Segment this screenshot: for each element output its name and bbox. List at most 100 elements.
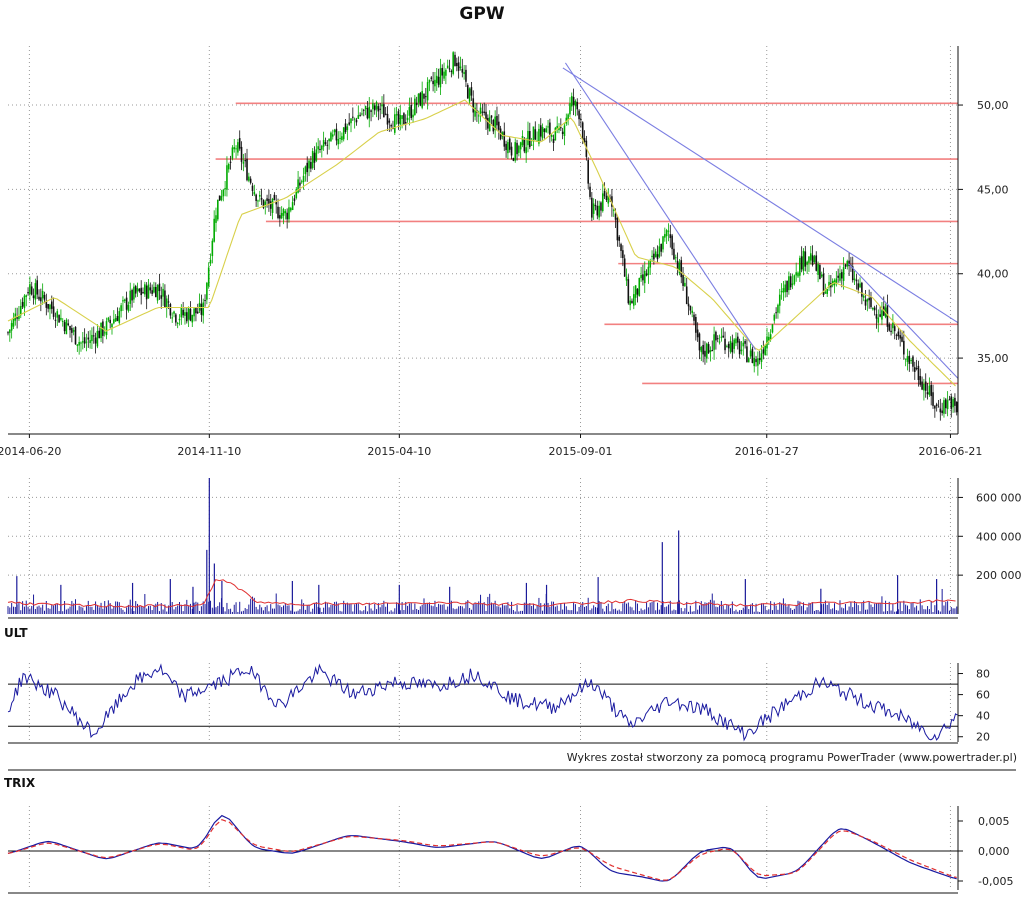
candle	[350, 117, 352, 133]
candle-body	[235, 148, 237, 150]
candle-body	[463, 72, 465, 75]
candle	[344, 118, 347, 134]
candle-body	[534, 129, 537, 140]
candle	[543, 128, 546, 139]
candle	[799, 255, 801, 282]
candle-body	[950, 396, 953, 409]
candle	[895, 333, 898, 340]
candle-body	[607, 194, 610, 204]
candle-body	[136, 287, 139, 292]
candle	[134, 284, 137, 298]
volume-tick-label: 200 000	[976, 569, 1022, 582]
candle	[52, 297, 55, 320]
candle-body	[687, 303, 690, 307]
candle-body	[393, 114, 396, 133]
candle-body	[477, 115, 480, 117]
candle	[186, 307, 188, 324]
candle-body	[726, 346, 728, 348]
candle-body	[819, 265, 821, 280]
candle	[182, 301, 184, 318]
candle-body	[618, 236, 621, 241]
candle	[342, 127, 345, 142]
candle-body	[457, 62, 460, 71]
candle	[144, 281, 146, 297]
candle	[207, 262, 210, 289]
candle	[76, 344, 79, 352]
candle	[490, 115, 493, 125]
candle	[926, 382, 929, 400]
candle	[269, 194, 272, 216]
candle	[935, 402, 938, 412]
candle	[762, 340, 765, 360]
candle	[505, 140, 507, 158]
candle-body	[191, 314, 194, 323]
trix-tick-label: -0,005	[978, 875, 1013, 888]
candle-body	[401, 115, 403, 119]
price-tick-label: 35,00	[977, 352, 1009, 365]
candle-body	[503, 131, 506, 147]
candle-body	[844, 264, 847, 267]
candle	[729, 336, 732, 354]
candle-body	[167, 301, 170, 303]
candle-body	[674, 257, 677, 259]
candle-body	[426, 82, 429, 101]
candle-body	[877, 317, 880, 323]
candle-body	[923, 383, 925, 391]
candle-body	[324, 142, 327, 145]
candle-body	[173, 311, 175, 314]
candle-body	[176, 322, 179, 324]
candle	[948, 395, 951, 401]
candle-body	[118, 311, 121, 323]
candle-body	[603, 191, 606, 197]
candle	[249, 176, 252, 185]
candle-body	[507, 142, 509, 154]
candle-body	[306, 162, 309, 173]
candle-body	[760, 353, 763, 362]
candle	[82, 332, 84, 350]
candle	[9, 329, 11, 342]
candle-body	[917, 365, 920, 381]
candle-body	[218, 195, 221, 201]
candle-body	[487, 117, 489, 129]
candle-body	[450, 70, 453, 73]
candle	[295, 187, 298, 200]
candle-body	[740, 349, 743, 352]
candle-body	[678, 262, 681, 274]
candle	[437, 68, 440, 88]
candle	[773, 313, 776, 324]
candle-body	[333, 129, 336, 133]
candle-body	[494, 116, 496, 131]
candle-body	[479, 107, 482, 115]
candle-body	[248, 176, 250, 181]
candle	[49, 303, 51, 320]
candle	[952, 396, 954, 413]
candle-body	[105, 321, 108, 336]
candle	[483, 102, 485, 116]
candle	[311, 148, 314, 170]
candle-body	[125, 297, 128, 310]
candle	[822, 267, 825, 298]
candle-body	[417, 93, 420, 103]
candle	[388, 118, 391, 132]
candle	[884, 303, 887, 319]
candle-body	[813, 256, 816, 263]
candle	[258, 190, 261, 202]
candle-body	[906, 356, 909, 362]
candle	[204, 294, 206, 307]
candle	[512, 157, 515, 162]
candle-body	[570, 96, 573, 107]
candle-body	[842, 267, 845, 281]
candle-body	[381, 104, 383, 107]
candle	[461, 58, 464, 78]
candle	[722, 327, 725, 339]
candle	[452, 51, 454, 76]
candle	[107, 316, 110, 323]
candle	[65, 318, 68, 335]
candle-body	[737, 336, 739, 343]
candle-body	[38, 296, 40, 300]
candle-body	[330, 132, 332, 142]
candle-body	[144, 284, 146, 295]
candle	[80, 341, 82, 352]
candle-body	[780, 291, 783, 293]
candle-body	[18, 315, 20, 320]
